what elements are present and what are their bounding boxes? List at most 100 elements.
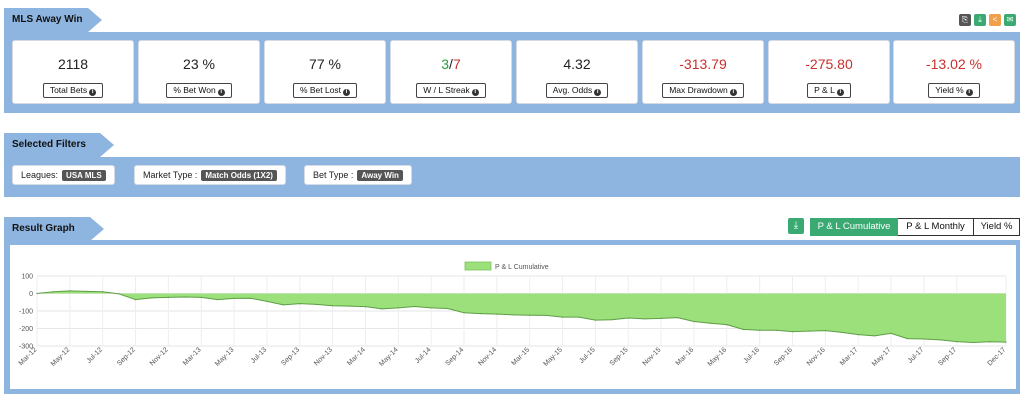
tab-pl-cumulative[interactable]: P & L Cumulative [810, 218, 898, 236]
stat-label[interactable]: W / L Streak i [416, 83, 486, 98]
info-icon: i [729, 89, 737, 96]
stat-label[interactable]: Yield % i [928, 83, 980, 98]
x-tick-label: May-13 [214, 346, 236, 368]
x-tick-label: May-14 [378, 346, 400, 368]
x-tick-label: Nov-13 [313, 346, 334, 367]
x-tick-label: Jul-15 [578, 346, 597, 365]
filters-section-title: Selected Filters [4, 133, 114, 157]
stat-label[interactable]: Avg. Odds i [545, 83, 609, 98]
legend-swatch [464, 261, 492, 271]
top-actions: ⎘ ⤓ < ✉ [959, 14, 1016, 26]
stats-band: 2118 Total Bets i 23 % % Bet Won i 77 % % … [4, 32, 1020, 113]
x-tick-label: Jul-13 [250, 346, 269, 365]
data-point [315, 303, 317, 305]
stat-value: 23 % [183, 56, 215, 72]
pl-line [36, 290, 1007, 344]
stat-label[interactable]: % Bet Won i [166, 83, 232, 98]
data-point [627, 317, 629, 319]
data-point [200, 296, 202, 298]
tab-yield[interactable]: Yield % [974, 218, 1020, 236]
email-icon[interactable]: ✉ [1004, 14, 1016, 26]
data-point [676, 317, 679, 319]
data-point [709, 322, 711, 324]
stat-value: -13.02 % [925, 56, 983, 72]
stat-max-drawdown: -313.79 Max Drawdown i [642, 40, 764, 104]
x-tick-label: Mar-13 [182, 346, 203, 367]
data-point [397, 307, 399, 309]
data-point [151, 297, 153, 299]
x-tick-label: Jul-12 [86, 346, 105, 365]
data-point [134, 299, 137, 301]
filter-value: Away Win [357, 170, 403, 181]
x-tick-label: Sep-15 [609, 346, 630, 367]
data-point [348, 305, 350, 307]
stat-label[interactable]: % Bet Lost i [292, 83, 358, 98]
data-point [644, 318, 646, 320]
data-point [660, 317, 662, 319]
info-icon: i [965, 89, 973, 96]
data-point [118, 293, 120, 295]
data-point [463, 312, 465, 314]
filter-leagues[interactable]: Leagues: USA MLS [12, 165, 115, 185]
x-tick-label: Nov-14 [477, 346, 498, 367]
stat-total-bets: 2118 Total Bets i [12, 40, 134, 104]
x-tick-label: May-12 [50, 346, 72, 368]
x-tick-label: Mar-14 [346, 346, 367, 367]
stat-wl-streak: 3/7 W / L Streak i [390, 40, 512, 104]
x-tick-label: Sep-14 [445, 346, 466, 367]
data-point [266, 300, 268, 302]
data-point [102, 291, 104, 293]
copy-icon[interactable]: ⎘ [959, 14, 971, 26]
x-tick-label: Sep-12 [116, 346, 137, 367]
data-point [775, 329, 777, 331]
data-point [69, 290, 71, 292]
x-tick-label: May-17 [871, 346, 893, 368]
x-tick-label: Jul-16 [743, 346, 762, 365]
data-point [167, 296, 169, 298]
stat-label[interactable]: Total Bets i [42, 83, 104, 98]
graph-section-title: Result Graph [4, 217, 104, 241]
x-tick-label: Sep-16 [773, 346, 794, 367]
data-point [414, 305, 416, 308]
graph-download-icon[interactable]: ⤓ [788, 218, 804, 234]
tab-pl-monthly[interactable]: P & L Monthly [898, 218, 974, 236]
filter-label: Bet Type : [313, 170, 354, 180]
x-tick-label: Jul-14 [414, 346, 433, 365]
x-tick-label: May-15 [543, 346, 565, 368]
filter-market-type[interactable]: Market Type : Match Odds (1X2) [134, 165, 286, 185]
data-point [874, 335, 876, 337]
data-point [726, 324, 728, 326]
data-point [446, 307, 449, 310]
data-point [594, 319, 597, 321]
data-point [1005, 341, 1007, 343]
data-point [857, 334, 859, 336]
download-icon[interactable]: ⤓ [974, 14, 986, 26]
info-icon: i [343, 89, 351, 96]
x-tick-label: Sep-17 [937, 346, 958, 367]
info-icon: i [836, 89, 844, 96]
data-point [841, 331, 843, 333]
data-point [282, 304, 284, 306]
info-icon: i [89, 89, 97, 96]
data-point [939, 339, 941, 341]
data-point [545, 314, 547, 316]
data-point [249, 297, 252, 299]
data-point [85, 290, 87, 292]
y-tick-label: -100 [19, 309, 33, 316]
share-icon[interactable]: < [989, 14, 1001, 26]
summary-section-title: MLS Away Win [4, 8, 102, 32]
data-point [956, 341, 958, 343]
filter-bet-type[interactable]: Bet Type : Away Win [304, 165, 412, 185]
legend-label: P & L Cumulative [495, 264, 549, 271]
chart-container: 100 0 -100 -200 -300 Mar-12 May-12 Jul-12 Sep-12… [10, 245, 1016, 389]
data-point [184, 296, 186, 298]
data-point [512, 314, 514, 316]
x-tick-label: Nov-16 [806, 346, 827, 367]
filters-title-text: Selected Filters [12, 139, 86, 150]
data-point [52, 291, 55, 293]
stat-value: 3/7 [391, 55, 511, 73]
data-point [759, 329, 761, 331]
stat-label[interactable]: Max Drawdown i [662, 83, 744, 98]
data-point [824, 330, 826, 332]
